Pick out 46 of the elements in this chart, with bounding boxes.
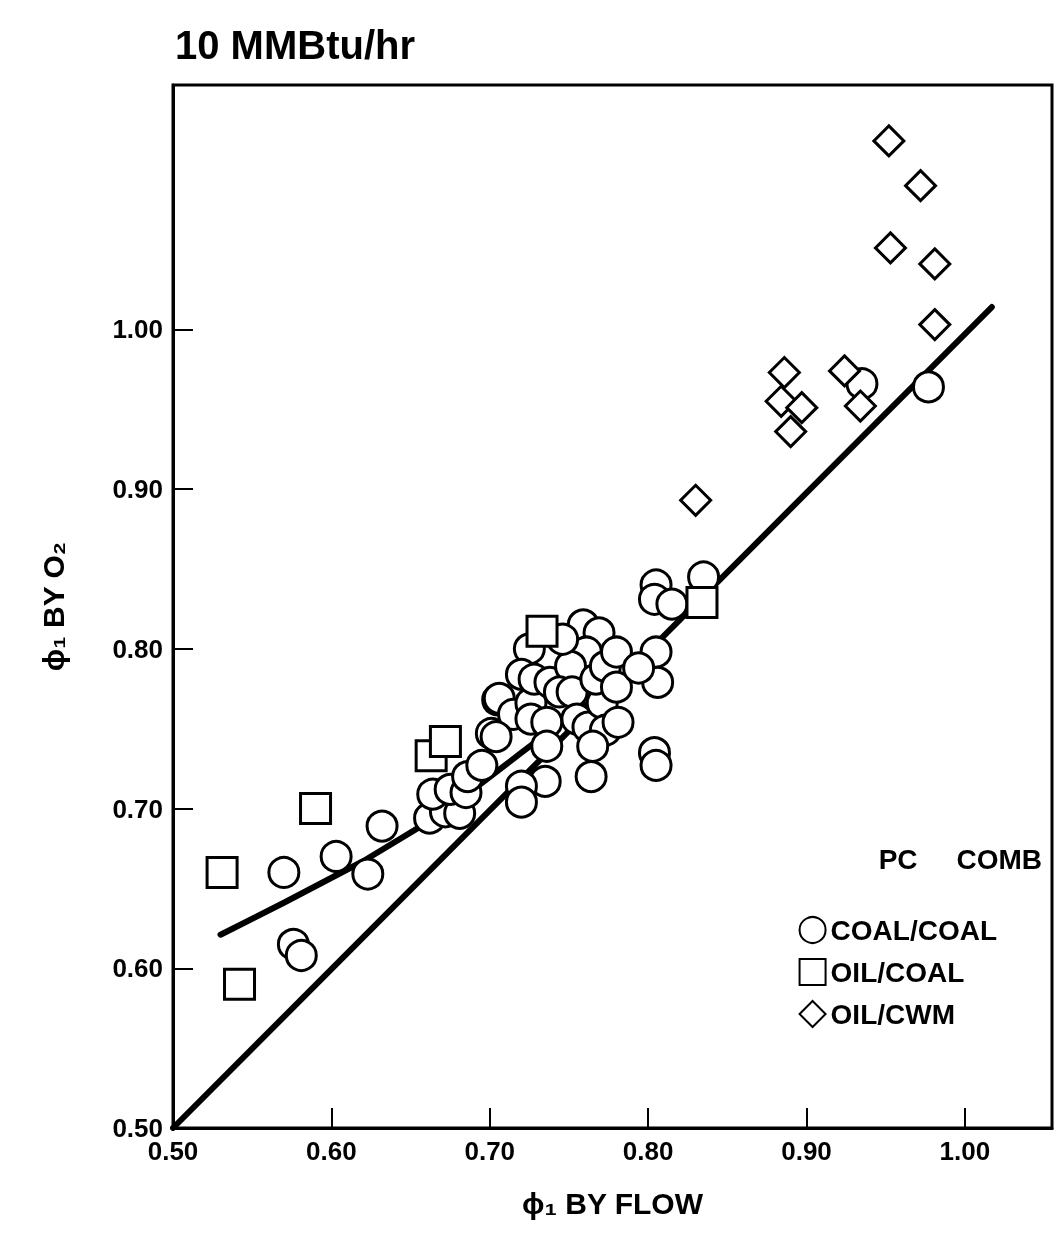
point [576,729,610,763]
point [525,614,559,648]
point [299,792,333,826]
point [267,855,301,889]
legend-label: COAL/COAL [830,914,998,946]
point [918,247,952,281]
point [873,231,907,265]
y-tick-label: 0.60 [112,953,163,984]
point [530,729,564,763]
point [599,635,633,669]
point [284,939,318,972]
x-tick-label: 1.00 [939,1136,991,1166]
point [223,967,257,1001]
point [365,809,399,843]
y-tick-label: 1.00 [112,314,163,345]
x-tick-label: 0.80 [622,1136,674,1166]
point [205,855,239,889]
legend-title: PC COMB [878,843,1043,875]
point [319,839,353,873]
point [912,370,945,404]
point [599,670,633,704]
point [601,705,635,739]
legend-label: OIL/CWM [830,998,955,1030]
x-axis-title: ϕ₁ BY FLOW [522,1186,704,1220]
point [351,857,385,891]
point [918,308,952,342]
point [574,760,608,794]
x-tick-label: 0.70 [464,1136,516,1166]
y-tick-label: 0.70 [112,793,163,824]
point [785,391,819,425]
point [904,169,938,203]
chart-title: 10 MMBtu/hr [175,23,415,67]
y-axis-title: ϕ₁ BY O₂ [36,541,70,672]
point [622,651,656,685]
point [639,748,673,782]
y-tick-label: 0.90 [112,474,163,505]
point [843,389,877,423]
point [828,354,862,388]
point [504,785,538,819]
x-tick-label: 0.90 [781,1136,832,1166]
y-tick-label: 0.80 [112,633,163,664]
legend-label: OIL/COAL [830,956,965,988]
point [685,586,719,620]
point [428,724,462,758]
point [465,748,499,782]
x-tick-label: 0.60 [306,1136,357,1166]
